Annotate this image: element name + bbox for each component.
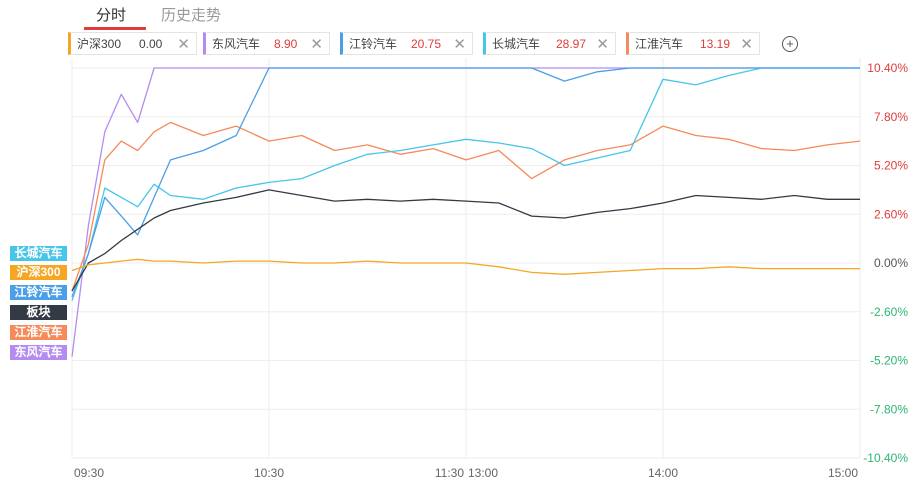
tab-history[interactable]: 历史走势: [161, 7, 222, 24]
stock-chip-hs300[interactable]: 沪深300 0.00 ✕: [68, 32, 197, 55]
x-tick-label: 15:00: [828, 466, 858, 480]
stock-chip-dongfeng[interactable]: 东风汽车 8.90 ✕: [203, 32, 330, 55]
close-icon[interactable]: ✕: [177, 36, 190, 53]
close-icon[interactable]: ✕: [596, 36, 609, 53]
stock-chip-name: 江淮汽车: [635, 37, 684, 51]
add-stock-button[interactable]: +: [782, 36, 798, 52]
legend-item[interactable]: 东风汽车: [10, 345, 67, 360]
y-axis-labels: 10.40% 7.80% 5.20% 2.60% 0.00% -2.60% -5.20% -7…: [863, 61, 908, 465]
y-tick-label: 2.60%: [874, 207, 908, 221]
active-tab-indicator: [84, 27, 146, 30]
x-tick-label: 14:00: [648, 466, 678, 480]
stock-chip-value: 28.97: [556, 37, 587, 51]
y-tick-label: 7.80%: [874, 110, 908, 124]
x-tick-label: 10:30: [254, 466, 284, 480]
stock-chip-value: 8.90: [274, 37, 298, 51]
series-line: [71, 67, 860, 298]
y-tick-label: 5.20%: [874, 159, 908, 173]
stock-chip-jianghuai[interactable]: 江淮汽车 13.19 ✕: [626, 32, 760, 55]
y-tick-label: 0.00%: [874, 256, 908, 270]
grid-lines: [71, 58, 861, 459]
series-line: [71, 189, 860, 292]
close-icon[interactable]: ✕: [453, 36, 466, 53]
legend-item[interactable]: 板块: [10, 305, 67, 320]
stock-chip-value: 13.19: [700, 37, 731, 51]
stock-chip-name: 沪深300: [77, 37, 122, 51]
x-tick-label: 13:00: [468, 466, 498, 480]
y-tick-label: 10.40%: [867, 61, 908, 75]
x-tick-label: 09:30: [74, 466, 104, 480]
series-group: [71, 67, 861, 357]
stock-chip-name: 长城汽车: [492, 37, 541, 51]
stock-chip-name: 东风汽车: [212, 37, 261, 51]
legend-item[interactable]: 江淮汽车: [10, 325, 67, 340]
y-tick-label: -2.60%: [870, 305, 908, 319]
series-line: [71, 121, 861, 292]
stock-chip-value: 0.00: [139, 37, 163, 51]
legend-item[interactable]: 长城汽车: [10, 246, 67, 261]
y-tick-label: -7.80%: [870, 402, 908, 416]
tab-bar: 分时 历史走势: [0, 0, 914, 32]
y-tick-label: -10.40%: [863, 451, 908, 465]
series-line: [71, 67, 860, 301]
stock-chip-value: 20.75: [411, 37, 442, 51]
legend-item[interactable]: 江铃汽车: [10, 285, 67, 300]
tab-intraday[interactable]: 分时: [96, 7, 127, 24]
x-axis-labels: 09:30 10:30 11:30 13:00 14:00 15:00: [74, 466, 858, 480]
close-icon[interactable]: ✕: [740, 36, 753, 53]
stock-chip-jiangling[interactable]: 江铃汽车 20.75 ✕: [340, 32, 473, 55]
y-tick-label: -5.20%: [870, 354, 908, 368]
stock-chip-name: 江铃汽车: [349, 37, 398, 51]
series-line: [71, 258, 860, 275]
close-icon[interactable]: ✕: [310, 36, 323, 53]
legend-item[interactable]: 沪深300: [10, 265, 67, 280]
x-tick-label: 11:30: [435, 466, 464, 480]
stock-chip-changcheng[interactable]: 长城汽车 28.97 ✕: [483, 32, 616, 55]
